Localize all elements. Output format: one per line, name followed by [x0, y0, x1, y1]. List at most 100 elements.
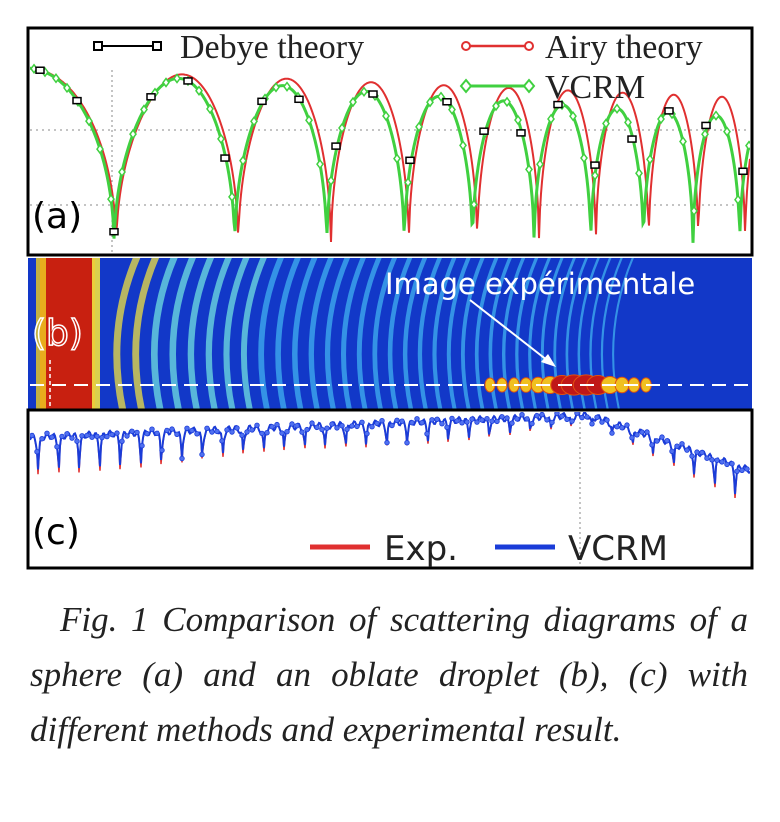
vcrm-marker	[404, 440, 410, 446]
vcrm-marker	[634, 432, 640, 438]
vcrm-marker	[217, 133, 225, 145]
vcrm-marker	[469, 416, 475, 422]
vcrm-marker	[63, 82, 71, 94]
vcrm-marker	[734, 468, 740, 474]
vcrm-marker	[379, 418, 385, 424]
vcrm-marker	[624, 422, 630, 428]
fringe	[150, 258, 178, 410]
vcrm-marker	[629, 435, 635, 441]
debye-marker	[516, 129, 526, 137]
vcrm-marker	[439, 421, 445, 427]
vcrm-marker	[489, 418, 495, 424]
debye-marker	[479, 127, 489, 135]
fringe	[132, 258, 160, 410]
fringe	[612, 258, 634, 410]
plot-a	[30, 63, 750, 253]
fringe	[356, 258, 382, 410]
vcrm-marker	[44, 430, 50, 436]
vcrm-marker	[479, 417, 485, 423]
fringe	[553, 258, 576, 410]
vcrm-marker	[239, 432, 245, 438]
vcrm-marker	[589, 421, 595, 427]
panel-c-frame	[26, 408, 754, 570]
vcrm-marker	[744, 466, 750, 472]
vcrm-marker	[104, 433, 110, 440]
panel-label: (a)	[32, 196, 82, 237]
legend-marker	[93, 41, 103, 51]
vcrm-marker	[30, 432, 35, 439]
vcrm-marker	[360, 86, 368, 97]
vcrm-marker	[544, 417, 550, 423]
vcrm-marker	[274, 421, 280, 428]
debye-marker	[146, 93, 156, 101]
vcrm-marker	[679, 136, 687, 147]
annotation: Image expérimentale	[385, 267, 695, 301]
vcrm-marker	[534, 413, 540, 419]
vcrm-marker	[739, 467, 745, 473]
panel-label: (b)	[32, 313, 83, 354]
vcrm-marker	[409, 420, 415, 426]
arrow-head	[541, 354, 556, 367]
vcrm-marker	[604, 417, 610, 423]
debye-marker	[183, 77, 193, 85]
vcrm-marker	[393, 153, 401, 164]
vcrm-marker	[514, 416, 520, 422]
vcrm-marker	[714, 457, 720, 463]
vcrm-marker	[119, 438, 125, 444]
vcrm-marker	[579, 414, 585, 421]
figure: Debye theory Airy theory VCRM (a) Image …	[26, 26, 754, 570]
fringe	[540, 258, 564, 410]
vcrm-marker	[424, 431, 430, 437]
debye-marker	[738, 167, 748, 176]
legend-label: Exp.	[384, 529, 458, 569]
vcrm-marker	[609, 430, 615, 436]
vcrm-marker	[309, 420, 315, 426]
vcrm-marker	[54, 444, 60, 450]
fringe	[446, 258, 471, 410]
debye-marker	[35, 66, 45, 74]
vcrm-marker	[426, 96, 434, 108]
vcrm-marker	[294, 423, 300, 429]
vcrm-marker	[389, 422, 395, 429]
vcrm-marker	[709, 457, 715, 463]
vcrm-marker	[639, 429, 645, 435]
vcrm-marker	[669, 448, 675, 454]
vcrm-marker	[206, 103, 214, 115]
vcrm-marker	[96, 143, 104, 155]
vcrm-marker	[539, 412, 545, 418]
fringe	[387, 258, 413, 410]
legend-label: Airy theory	[545, 29, 703, 66]
vcrm-marker	[659, 434, 665, 440]
annotation-arrow	[469, 299, 553, 365]
fringe	[577, 258, 600, 410]
vcrm-marker	[114, 430, 120, 436]
vcrm-marker	[349, 96, 357, 108]
fringe	[308, 258, 334, 410]
vcrm-marker	[509, 420, 515, 426]
vcrm-marker	[644, 429, 650, 435]
caption: Fig. 1 Comparison of scattering diagrams…	[30, 600, 748, 749]
debye-marker	[405, 156, 415, 165]
vcrm-marker	[214, 428, 220, 435]
fringe	[223, 258, 250, 410]
vcrm-marker	[624, 117, 632, 128]
fringe	[275, 258, 301, 410]
legend-marker	[459, 78, 536, 94]
vcrm-marker	[140, 104, 148, 115]
vcrm-marker	[74, 438, 80, 444]
vcrm-marker	[305, 114, 313, 126]
fringe	[402, 258, 428, 410]
vcrm-marker	[338, 122, 346, 134]
vcrm-marker	[219, 438, 225, 444]
vcrm-marker	[173, 73, 181, 84]
vcrm-marker	[289, 421, 295, 427]
vcrm-marker	[129, 428, 135, 434]
vcrm-marker	[162, 77, 170, 88]
vcrm-marker	[204, 425, 210, 431]
vcrm-marker	[85, 115, 93, 127]
fringe	[460, 258, 485, 410]
vcrm-marker	[602, 118, 610, 129]
vcrm-marker	[494, 418, 500, 425]
vcrm-marker	[524, 416, 530, 422]
debye-marker	[368, 90, 378, 98]
